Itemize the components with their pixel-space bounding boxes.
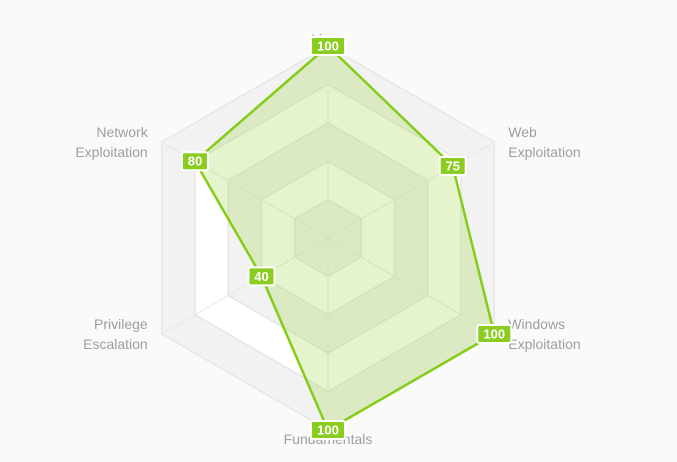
value-label-text: 100	[317, 39, 339, 54]
value-label-text: 100	[483, 327, 505, 342]
value-label-text: 75	[445, 159, 459, 174]
value-label-badge	[310, 420, 346, 440]
radar-axes	[161, 46, 495, 430]
value-label-badge	[310, 36, 346, 56]
axis-label: Privilege Escalation	[83, 316, 148, 352]
axis-label: Windows Exploitation	[508, 316, 580, 352]
value-label-badge	[476, 324, 513, 344]
axis-spoke	[327, 237, 495, 335]
value-labels: 100 75 100 100 40 80	[180, 36, 513, 440]
value-label-text: 100	[317, 423, 339, 438]
value-label: 100	[476, 324, 513, 344]
value-label: 100	[310, 420, 346, 440]
axis-spoke	[161, 237, 329, 335]
value-label: 75	[438, 156, 467, 176]
axis-label: Network Exploitation	[75, 124, 148, 160]
value-label: 80	[180, 151, 209, 172]
value-label-badge	[247, 266, 276, 287]
value-label-badge	[438, 156, 467, 176]
value-label-text: 40	[254, 269, 268, 284]
value-label: 100	[310, 36, 346, 56]
value-label: 40	[247, 266, 276, 287]
axis-label: Web Exploitation	[508, 124, 580, 160]
value-label-badge	[180, 151, 209, 172]
value-label-text: 80	[188, 154, 202, 169]
